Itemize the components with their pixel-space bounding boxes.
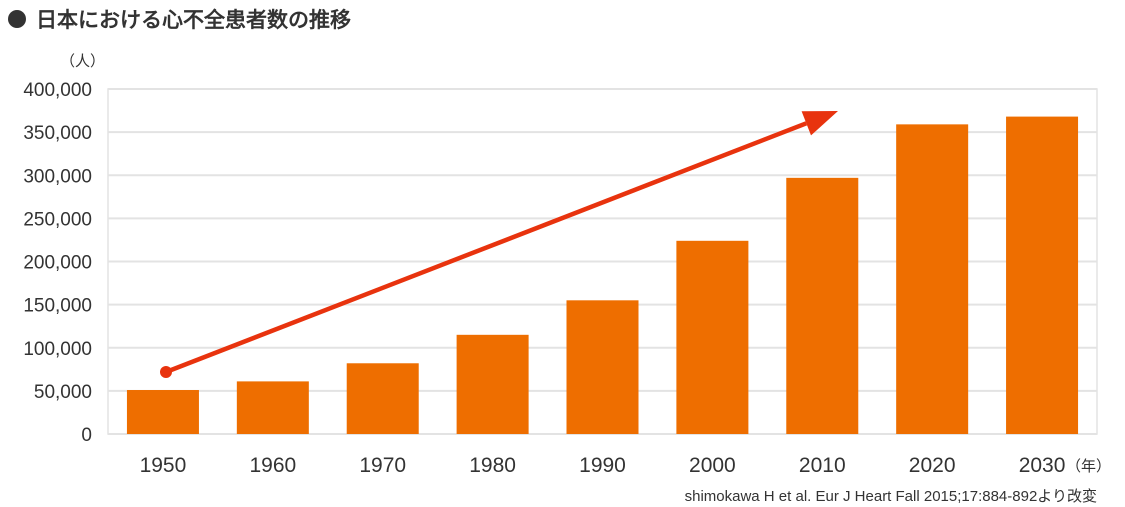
y-tick-label: 300,000 xyxy=(23,166,92,187)
x-tick-label: 1960 xyxy=(249,454,296,477)
y-tick-label: 400,000 xyxy=(23,80,92,101)
y-tick-label: 50,000 xyxy=(34,382,92,403)
bar-1980 xyxy=(456,334,529,434)
bar-2010 xyxy=(786,177,859,434)
x-tick-label: 1970 xyxy=(359,454,406,477)
y-tick-label: 0 xyxy=(81,425,92,446)
y-tick-label: 250,000 xyxy=(23,209,92,230)
x-tick-label: 2010 xyxy=(799,454,846,477)
x-tick-label: 2000 xyxy=(689,454,736,477)
x-tick-label: 2030 xyxy=(1019,454,1066,477)
x-axis-unit: （年） xyxy=(1066,457,1111,475)
source-citation: shimokawa H et al. Eur J Heart Fall 2015… xyxy=(684,488,1097,505)
title-text: 日本における心不全患者数の推移 xyxy=(36,8,351,32)
bar-1990 xyxy=(566,300,639,434)
bullet-icon xyxy=(8,10,26,28)
bar-1950 xyxy=(126,390,199,434)
y-tick-label: 200,000 xyxy=(23,253,92,274)
bar-1970 xyxy=(346,363,419,434)
y-tick-label: 100,000 xyxy=(23,339,92,360)
y-axis-unit: （人） xyxy=(60,52,105,70)
chart-title: 日本における心不全患者数の推移 xyxy=(8,4,351,34)
x-tick-label: 1980 xyxy=(469,454,516,477)
bar-2000 xyxy=(676,240,749,434)
trend-arrow-head xyxy=(801,111,838,136)
y-tick-label: 350,000 xyxy=(23,123,92,144)
x-tick-label: 2020 xyxy=(909,454,956,477)
trend-arrow-start xyxy=(160,366,172,378)
y-tick-label: 150,000 xyxy=(23,296,92,317)
x-tick-label: 1990 xyxy=(579,454,626,477)
trend-arrow-line xyxy=(165,121,808,375)
bar-2020 xyxy=(896,124,969,435)
bar-2030 xyxy=(1006,116,1079,434)
x-tick-label: 1950 xyxy=(140,454,187,477)
bar-1960 xyxy=(236,381,309,434)
